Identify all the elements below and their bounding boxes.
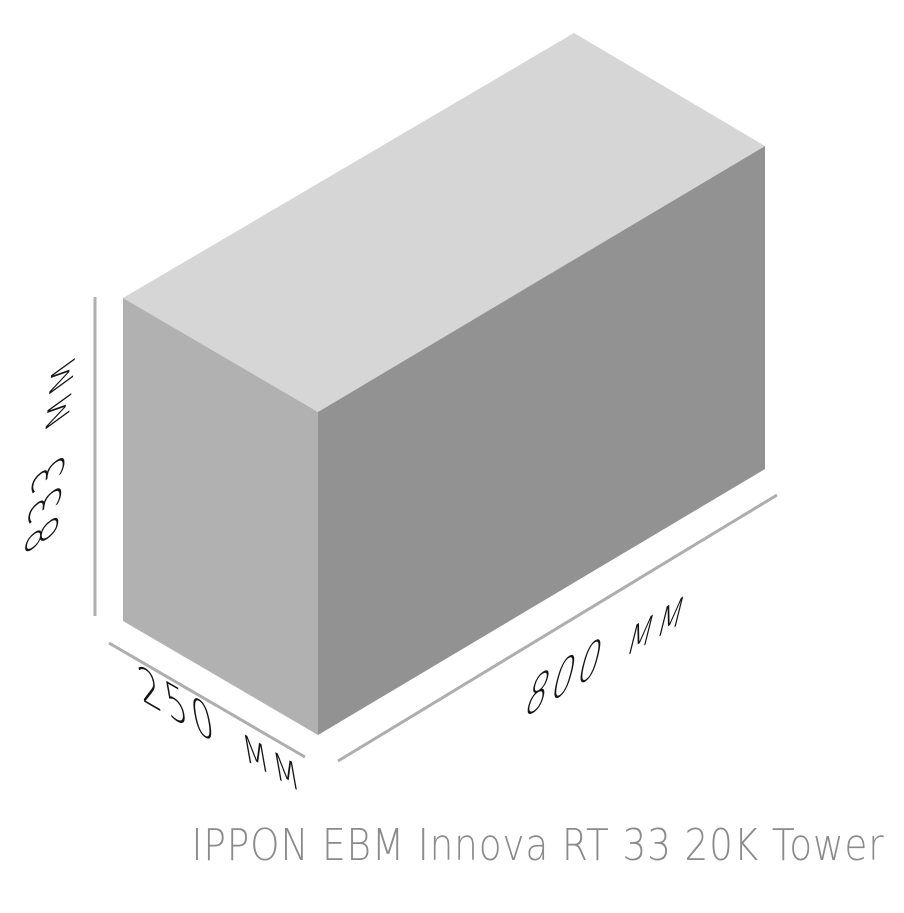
box-top-face — [123, 33, 765, 412]
box-left-face — [123, 298, 318, 735]
depth-dimension-line — [108, 641, 306, 759]
width-dimension-line — [337, 493, 778, 763]
box-right-face — [318, 146, 765, 735]
product-caption: IPPON EBM Innova RT 33 20K Tower — [191, 820, 885, 871]
